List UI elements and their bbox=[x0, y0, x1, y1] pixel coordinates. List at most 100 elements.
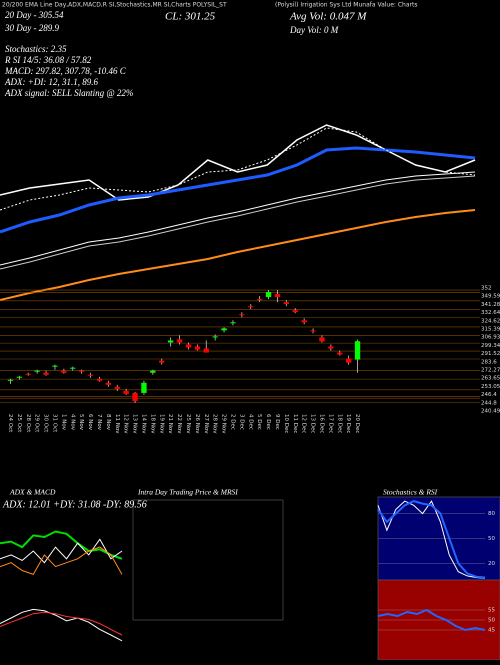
x-tick-label: 4 Nov bbox=[69, 414, 75, 431]
annotation: ADX: +DI: 12, 31.1, 89.6 bbox=[4, 77, 99, 87]
panels: 352 349.59 341.28 332.64 324.62 315.39 306.93 2… bbox=[0, 124, 500, 661]
candle-body bbox=[265, 292, 272, 298]
y-tick-label: 80 bbox=[488, 511, 495, 517]
candle-body bbox=[34, 370, 40, 372]
y-tick-label: 352 bbox=[481, 286, 492, 292]
candle-body bbox=[203, 348, 209, 353]
annotation: MACD: 297.82, 307.78, -10.46 C bbox=[4, 66, 127, 76]
series-line bbox=[0, 538, 123, 564]
candle-body bbox=[328, 346, 334, 349]
y-tick-label: 253.05 bbox=[481, 384, 500, 390]
x-tick-label: 9 Dec bbox=[274, 414, 280, 430]
series-line bbox=[0, 209, 476, 301]
candle-body bbox=[185, 344, 192, 348]
series-line bbox=[377, 500, 486, 579]
y-tick-label: 306.93 bbox=[481, 335, 500, 341]
x-tick-label: 3 Dec bbox=[238, 414, 244, 430]
x-tick-label: 25 Nov bbox=[185, 414, 191, 434]
candle-body bbox=[52, 365, 58, 367]
candle-body bbox=[61, 370, 67, 373]
series-line bbox=[0, 175, 476, 270]
y-tick-label: 20 bbox=[488, 561, 495, 567]
x-tick-label: 4 Dec bbox=[247, 414, 253, 430]
x-tick-label: 22 Nov bbox=[176, 414, 182, 434]
series-line bbox=[0, 546, 123, 576]
panel-title: Stochastics & RSI bbox=[383, 488, 438, 497]
x-tick-label: 28 Nov bbox=[212, 414, 218, 434]
candle-body bbox=[256, 299, 263, 301]
x-tick-label: 11 Nov bbox=[114, 414, 120, 434]
x-tick-label: 16 Dec bbox=[318, 414, 324, 433]
x-tick-label: 29 Nov bbox=[221, 414, 227, 434]
annotation: Day Vol: 0 M bbox=[289, 25, 339, 35]
y-tick-label: 240.49 bbox=[481, 409, 500, 415]
x-tick-label: 13 Dec bbox=[310, 414, 316, 433]
y-tick-label: 332.64 bbox=[481, 310, 500, 316]
y-tick-label: 244.8 bbox=[481, 400, 497, 406]
annotation: Stochastics: 2.35 bbox=[5, 44, 67, 54]
y-tick-label: 315.39 bbox=[481, 327, 500, 333]
candle-body bbox=[301, 320, 307, 323]
panel-border bbox=[132, 499, 284, 621]
x-tick-label: 11 Dec bbox=[292, 414, 298, 433]
x-tick-label: 20 Dec bbox=[354, 414, 360, 433]
candle-body bbox=[7, 379, 14, 381]
x-tick-label: 29 Oct bbox=[34, 414, 40, 433]
x-tick-label: 27 Nov bbox=[203, 414, 209, 434]
x-tick-label: 19 Dec bbox=[345, 414, 351, 433]
series-line bbox=[0, 124, 476, 201]
candle-body bbox=[292, 310, 298, 313]
series-line bbox=[377, 500, 486, 579]
annotation: CL: 301.25 bbox=[165, 11, 216, 23]
candle-body bbox=[78, 370, 85, 372]
candle-body bbox=[123, 390, 129, 394]
x-tick-label: 25 Oct bbox=[16, 414, 22, 433]
x-tick-label: 5 Nov bbox=[78, 414, 84, 431]
y-tick-label: 50 bbox=[488, 536, 495, 542]
candle-body bbox=[248, 306, 254, 308]
x-tick-label: 24 Oct bbox=[7, 414, 13, 433]
x-tick-label: 17 Dec bbox=[327, 414, 333, 433]
candle-body bbox=[132, 392, 138, 401]
candle-body bbox=[176, 339, 183, 343]
y-tick-label: 283.6 bbox=[481, 359, 497, 365]
x-tick-label: 21 Nov bbox=[167, 414, 173, 434]
candle-body bbox=[159, 360, 165, 363]
annotation: 20 Day - 305.54 bbox=[5, 10, 64, 20]
series-line bbox=[0, 611, 123, 636]
candle-body bbox=[70, 367, 76, 369]
y-tick-label: 50 bbox=[488, 618, 495, 624]
y-tick-label: 55 bbox=[488, 608, 495, 614]
x-tick-label: 2 Dec bbox=[229, 414, 235, 430]
x-tick-label: 18 Nov bbox=[149, 414, 155, 434]
candle-body bbox=[230, 322, 236, 324]
annotation: R SI 14/5: 36.08 / 57.82 bbox=[4, 55, 92, 65]
y-tick-label: 246.4 bbox=[481, 392, 497, 398]
x-tick-label: 6 Dec bbox=[265, 414, 271, 430]
series-line bbox=[0, 530, 123, 560]
x-tick-label: 8 Nov bbox=[105, 414, 111, 431]
candle-body bbox=[114, 386, 120, 389]
candle-body bbox=[96, 378, 103, 381]
x-tick-label: 5 Dec bbox=[256, 414, 262, 430]
y-tick-label: 45 bbox=[488, 628, 495, 634]
chart-title: 20/200 EMA Line Day,ADX,MACD,R SI,Stocha… bbox=[2, 2, 227, 9]
candle-body bbox=[239, 314, 245, 316]
x-tick-label: 14 Nov bbox=[140, 414, 146, 434]
candle-body bbox=[274, 294, 281, 298]
candle-body bbox=[167, 340, 174, 343]
x-tick-label: 12 Dec bbox=[301, 414, 307, 433]
x-tick-label: 13 Nov bbox=[132, 414, 138, 434]
candle-body bbox=[105, 382, 112, 385]
candle-body bbox=[221, 328, 227, 331]
candle-body bbox=[87, 374, 94, 376]
y-tick-label: 299.34 bbox=[481, 343, 500, 349]
panel-title: ADX & MACD bbox=[9, 488, 56, 497]
chart-subtitle: (Polysil) Irrigation Sys Ltd Munafa Valu… bbox=[275, 2, 417, 9]
series-line bbox=[0, 146, 476, 234]
candle-body bbox=[141, 382, 147, 393]
candle-body bbox=[25, 373, 31, 375]
candle-body bbox=[354, 341, 361, 360]
